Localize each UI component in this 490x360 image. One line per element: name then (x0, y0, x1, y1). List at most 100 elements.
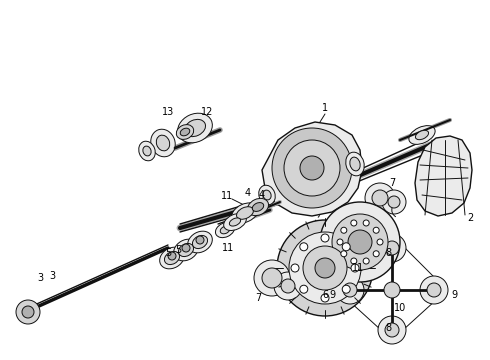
Circle shape (291, 264, 299, 272)
Circle shape (351, 264, 359, 272)
Circle shape (363, 258, 369, 264)
Ellipse shape (139, 141, 155, 161)
Ellipse shape (247, 198, 269, 216)
Text: 11: 11 (352, 263, 364, 273)
Circle shape (336, 276, 364, 304)
Text: 3: 3 (37, 273, 43, 283)
Text: 1: 1 (322, 103, 328, 113)
Ellipse shape (173, 239, 198, 261)
Ellipse shape (216, 222, 235, 238)
Circle shape (385, 241, 399, 255)
Text: 4: 4 (259, 190, 265, 200)
Text: 5: 5 (175, 245, 181, 255)
Text: 12: 12 (201, 107, 213, 117)
Circle shape (168, 252, 176, 260)
Text: 9: 9 (329, 290, 335, 300)
Circle shape (373, 227, 379, 233)
Polygon shape (276, 137, 346, 198)
Circle shape (342, 285, 350, 293)
Ellipse shape (409, 126, 435, 144)
Text: 6: 6 (322, 290, 328, 300)
Ellipse shape (184, 120, 205, 136)
Circle shape (281, 279, 295, 293)
Circle shape (337, 239, 343, 245)
Text: 3: 3 (49, 271, 55, 281)
Circle shape (377, 239, 383, 245)
Ellipse shape (263, 190, 271, 200)
Ellipse shape (259, 185, 275, 205)
Circle shape (196, 236, 204, 244)
Circle shape (343, 283, 357, 297)
Text: 11: 11 (222, 243, 234, 253)
Text: 7: 7 (389, 178, 395, 188)
Circle shape (384, 282, 400, 298)
Circle shape (351, 258, 357, 264)
Ellipse shape (151, 129, 175, 157)
Circle shape (378, 316, 406, 344)
Ellipse shape (229, 218, 241, 226)
Ellipse shape (350, 157, 360, 171)
Circle shape (373, 251, 379, 257)
Text: 5: 5 (165, 248, 171, 258)
Circle shape (372, 190, 388, 206)
Circle shape (22, 306, 34, 318)
Polygon shape (262, 122, 362, 216)
Ellipse shape (416, 130, 429, 140)
Circle shape (365, 183, 395, 213)
Ellipse shape (252, 203, 264, 211)
Ellipse shape (180, 128, 190, 136)
Circle shape (341, 251, 347, 257)
Ellipse shape (143, 146, 151, 156)
Circle shape (277, 220, 373, 316)
Circle shape (321, 294, 329, 302)
Circle shape (274, 272, 302, 300)
Circle shape (300, 156, 324, 180)
Circle shape (342, 243, 350, 251)
Circle shape (420, 276, 448, 304)
Text: 8: 8 (385, 323, 391, 333)
Text: 4: 4 (245, 188, 251, 198)
Text: 7: 7 (255, 293, 261, 303)
Circle shape (284, 140, 340, 196)
Ellipse shape (178, 243, 194, 257)
Circle shape (385, 323, 399, 337)
Ellipse shape (232, 203, 258, 223)
Text: 13: 13 (162, 107, 174, 117)
Text: 10: 10 (394, 303, 406, 313)
Circle shape (272, 128, 352, 208)
Circle shape (254, 260, 290, 296)
Polygon shape (415, 136, 472, 216)
Text: 9: 9 (451, 290, 457, 300)
Ellipse shape (178, 113, 212, 143)
Ellipse shape (156, 135, 170, 151)
Circle shape (315, 258, 335, 278)
Circle shape (182, 244, 190, 252)
Ellipse shape (193, 235, 208, 248)
Circle shape (300, 285, 308, 293)
Circle shape (321, 234, 329, 242)
Ellipse shape (237, 207, 253, 219)
Circle shape (348, 230, 372, 254)
Circle shape (300, 243, 308, 251)
Circle shape (427, 283, 441, 297)
Ellipse shape (160, 247, 184, 269)
Circle shape (262, 268, 282, 288)
Ellipse shape (176, 125, 194, 139)
Text: 2: 2 (467, 213, 473, 223)
Text: 8: 8 (385, 248, 391, 258)
Circle shape (363, 220, 369, 226)
Circle shape (303, 246, 347, 290)
Ellipse shape (346, 152, 364, 176)
Circle shape (320, 202, 400, 282)
Circle shape (332, 214, 388, 270)
Circle shape (378, 234, 406, 262)
Ellipse shape (188, 231, 212, 253)
Text: 11: 11 (221, 191, 233, 201)
Circle shape (351, 220, 357, 226)
Ellipse shape (165, 251, 179, 265)
Circle shape (16, 300, 40, 324)
Circle shape (289, 232, 361, 304)
Ellipse shape (223, 213, 246, 230)
Circle shape (388, 196, 400, 208)
Circle shape (341, 227, 347, 233)
